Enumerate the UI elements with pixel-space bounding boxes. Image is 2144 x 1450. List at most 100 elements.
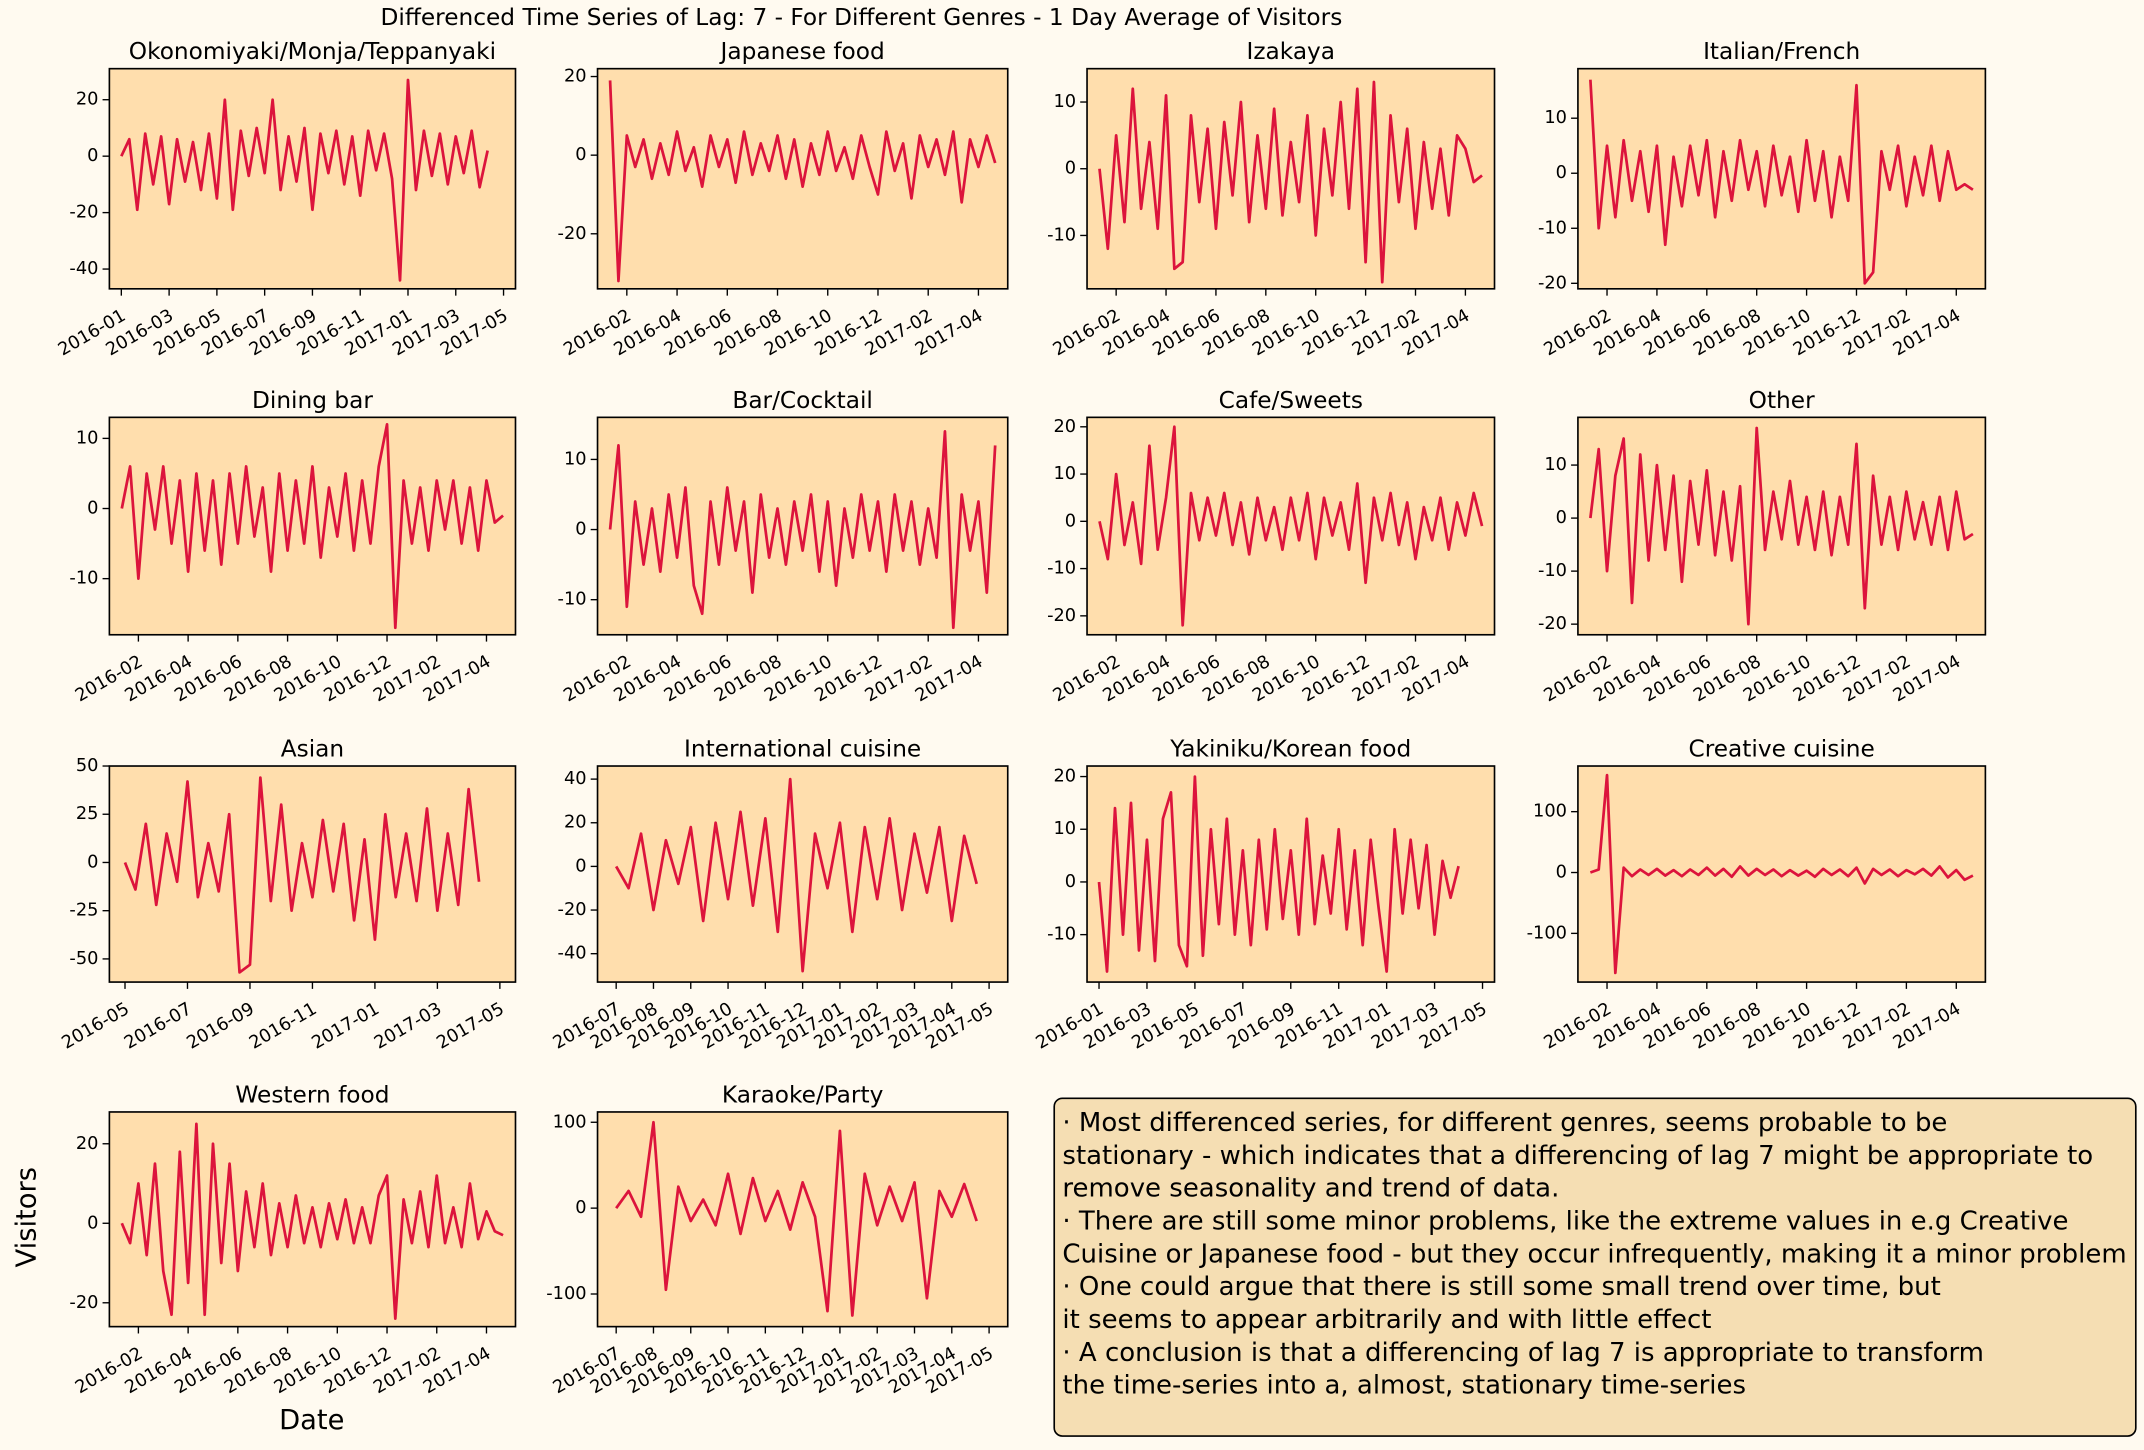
plot-frame [108,67,517,290]
plot-background [109,68,516,289]
subplot-title: Asian [281,735,344,762]
y-axis-label: Visitors [12,1167,43,1267]
subplot-title: Izakaya [1246,38,1335,65]
plot-frame [108,765,517,983]
note-line: remove seasonality and trend of data. [1062,1174,1559,1204]
plot-frame [1577,765,1987,983]
y-tick-label: 0 [1065,872,1076,892]
plot-background [1577,766,1986,983]
y-tick-label: -20 [558,900,587,920]
plot-frame [1577,416,1987,636]
note-line: the time-series into a, almost, stationa… [1062,1371,1746,1401]
subplot-title: Dining bar [252,387,373,414]
y-tick-label: -10 [1047,225,1076,245]
y-tick-label: -20 [69,203,98,223]
note-line: · A conclusion is that a differencing of… [1062,1338,1984,1368]
plot-frame [1086,765,1496,983]
plot-frame [1577,67,1987,290]
y-tick-label: -100 [546,1284,586,1304]
y-tick-label: 10 [1053,819,1076,839]
y-tick-label: 10 [76,428,99,448]
plot-frame [1086,67,1496,290]
subplot-title: Okonomiyaki/Monja/Teppanyaki [129,38,496,65]
y-tick-label: 10 [1544,455,1567,475]
y-tick-label: -50 [69,949,98,969]
y-tick-label: 0 [87,146,98,166]
series-line [608,80,997,283]
y-tick-label: 100 [553,1112,587,1132]
y-tick-label: 0 [1556,163,1567,183]
y-tick-label: -40 [558,944,587,964]
plot-background [597,766,1008,983]
subplot-title: Bar/Cocktail [732,387,872,414]
series-line [120,1122,504,1321]
plot-frame [1086,416,1496,636]
y-tick-label: 0 [87,1213,98,1233]
y-tick-label: -10 [69,569,98,589]
series-line [123,776,481,974]
y-tick-label: -10 [1538,561,1567,581]
y-tick-label: 10 [564,449,587,469]
subplot-title: International cuisine [684,735,921,762]
y-tick-label: 0 [1065,511,1076,531]
y-tick-label: -10 [1047,925,1076,945]
y-tick-label: -25 [69,901,98,921]
note-box [1053,1097,2137,1437]
note-line: · One could argue that there is still so… [1062,1272,1940,1302]
subplot-title: Cafe/Sweets [1219,387,1363,414]
y-tick-label: 25 [76,804,99,824]
y-tick-label: 20 [1053,767,1076,787]
y-tick-label: -20 [1047,606,1076,626]
series-line [615,1120,978,1317]
y-tick-label: 100 [1533,802,1567,822]
series-line [1589,79,1974,285]
series-line [1589,773,1974,975]
series-line [1097,775,1460,973]
y-tick-label: -20 [69,1293,98,1313]
y-tick-label: 20 [564,67,587,87]
y-tick-label: 10 [1544,108,1567,128]
plot-background [1577,68,1986,289]
y-tick-label: 0 [575,1198,586,1218]
plot-frame [596,765,1009,983]
note-line: · There are still some minor problems, l… [1062,1207,2068,1237]
y-tick-label: 20 [76,90,99,110]
series-line [120,422,504,630]
y-tick-label: 0 [87,499,98,519]
y-tick-label: 20 [564,813,587,833]
y-tick-label: 20 [76,1134,99,1154]
note-line: · Most differenced series, for different… [1062,1108,1947,1138]
y-tick-label: 0 [575,856,586,876]
y-tick-label: -10 [1538,218,1567,238]
y-tick-label: 10 [1053,464,1076,484]
subplot-title: Yakiniku/Korean food [1169,735,1411,762]
plot-frame [596,67,1009,290]
y-tick-label: -10 [558,590,587,610]
x-axis-label: Date [279,1405,344,1436]
subplot-title: Italian/French [1703,38,1860,65]
plot-frame [108,416,517,636]
y-tick-label: 0 [1556,863,1567,883]
plot-frame [596,416,1009,636]
series-line [1589,426,1974,626]
y-tick-label: -20 [1538,273,1567,293]
y-tick-label: 20 [1053,417,1076,437]
note-line: Cuisine or Japanese food - but they occu… [1062,1239,2126,1269]
y-tick-label: 50 [76,756,99,776]
y-tick-label: -10 [1047,559,1076,579]
plot-background [1577,417,1986,635]
plot-background [109,417,516,635]
series-line [608,430,997,630]
y-tick-label: -40 [69,259,98,279]
y-tick-label: -100 [1527,923,1567,943]
subplot-title: Western food [235,1081,389,1108]
y-tick-label: 40 [564,769,587,789]
y-tick-label: 0 [575,520,586,540]
plot-background [597,1111,1008,1327]
subplot-title: Japanese food [719,38,885,65]
y-tick-label: 0 [575,145,586,165]
y-tick-label: 0 [1065,159,1076,179]
y-tick-label: 10 [1053,92,1076,112]
